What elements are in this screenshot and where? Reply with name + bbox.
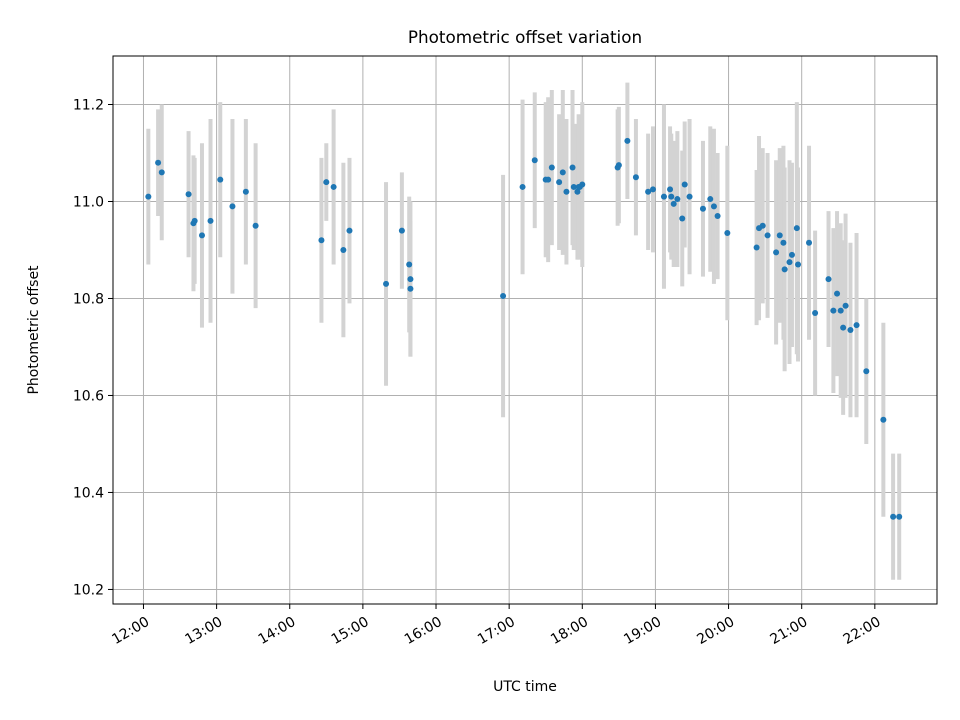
data-point [191,217,198,224]
data-point [407,276,414,283]
data-point [825,276,832,283]
y-tick-label: 10.2 [73,582,104,598]
data-point [185,191,192,198]
data-point [531,157,538,164]
data-point [579,181,586,188]
data-point [570,183,577,190]
data-point [407,285,414,292]
data-point [842,302,849,309]
data-point [834,290,841,297]
data-point [853,322,860,329]
data-point [679,215,686,222]
data-point [569,164,576,171]
data-point [229,203,236,210]
plot-frame [112,55,938,605]
data-point [710,203,717,210]
data-point [145,193,152,200]
y-tick-label: 10.6 [73,388,104,404]
data-point [158,169,165,176]
data-point [781,266,788,273]
data-point [840,324,847,331]
data-point [383,280,390,287]
data-point [318,237,325,244]
y-tick-label: 11.0 [73,194,104,210]
data-point [242,188,249,195]
data-point [806,239,813,246]
data-point [837,307,844,314]
data-point [548,164,555,171]
y-axis: 10.2 10.4 10.6 10.8 11.0 11.2 [73,97,113,598]
data-point [340,246,347,253]
data-point [880,416,887,423]
data-point [724,230,731,237]
data-point [863,368,870,375]
data-point [500,293,507,300]
data-point [330,183,337,190]
data-point [519,183,526,190]
data-point [759,222,766,229]
data-point [624,137,631,144]
data-point [155,159,162,166]
data-point [788,251,795,258]
data-point [207,217,214,224]
y-axis-label: Photometric offset [26,265,42,395]
data-point [563,188,570,195]
data-point [323,179,330,186]
data-point [896,513,903,520]
data-point [753,244,760,251]
data-point [699,205,706,212]
data-point [198,232,205,239]
data-point [714,213,721,220]
y-tick-label: 11.2 [73,97,104,113]
data-point [786,259,793,266]
chart-title: Photometric offset variation [408,27,642,47]
data-point [780,239,787,246]
data-point [773,249,780,256]
data-point [398,227,405,234]
y-tick-label: 10.8 [73,291,104,307]
data-point [812,310,819,317]
data-point [645,188,652,195]
data-point [707,196,714,203]
y-tick-label: 10.4 [73,485,104,501]
data-point [764,232,771,239]
data-point [632,174,639,181]
data-point [217,176,224,183]
data-point [346,227,353,234]
data-point [574,188,581,195]
data-point [686,193,693,200]
data-point [615,162,622,169]
data-point [649,186,656,193]
data-point [830,307,837,314]
data-point [681,181,688,188]
data-point [795,261,802,268]
data-points [145,137,903,520]
data-point [776,232,783,239]
data-point [406,261,413,268]
data-point [847,327,854,333]
x-axis-label: UTC time [493,679,557,695]
data-point [559,169,566,176]
data-point [545,176,552,183]
data-point [674,196,681,203]
data-point [793,225,800,232]
data-point [890,513,897,520]
data-point [252,222,259,229]
data-point [670,200,677,207]
data-point [660,193,667,200]
data-point [556,179,563,186]
data-point [667,186,674,193]
data-point [668,193,675,200]
